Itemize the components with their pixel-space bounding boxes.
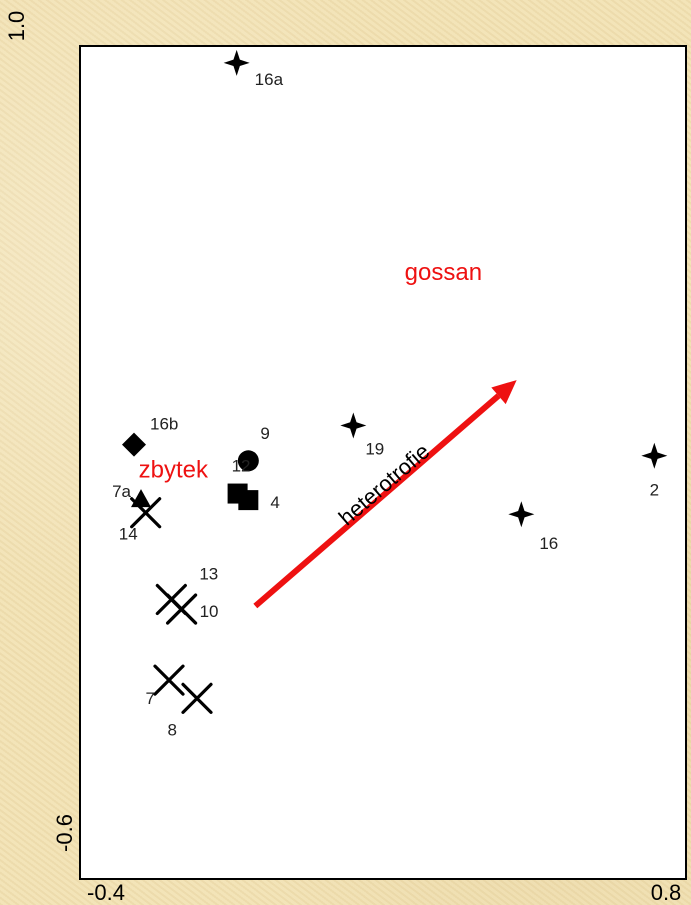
point-16-marker — [508, 501, 535, 528]
point-9-marker — [237, 450, 259, 472]
point-12-label: 12 — [232, 457, 251, 476]
point-16a-label: 16a — [255, 70, 284, 89]
point-7a-label: 7a — [112, 482, 131, 501]
point-7-marker — [153, 664, 185, 696]
point-4-label: 4 — [270, 493, 279, 512]
plot-area — [79, 45, 687, 880]
point-8-marker — [181, 682, 213, 714]
point-19-label: 19 — [365, 439, 384, 458]
point-2-label: 2 — [650, 481, 659, 500]
point-16b-marker — [122, 432, 146, 457]
point-16-label: 16 — [539, 534, 558, 553]
annotation-zbytek: zbytek — [139, 456, 209, 483]
point-4-marker — [238, 490, 259, 511]
y-tick-label-max: 1.0 — [4, 11, 29, 42]
x-tick-label-max: 0.8 — [651, 880, 682, 905]
point-19-marker — [340, 412, 367, 439]
point-14-marker — [130, 497, 162, 529]
annotation-gossan: gossan — [405, 259, 482, 286]
point-14-label: 14 — [119, 525, 138, 544]
point-10-marker — [166, 593, 198, 625]
point-2-marker — [641, 442, 668, 469]
x-tick-label-min: -0.4 — [87, 880, 125, 905]
point-9-label: 9 — [260, 424, 269, 443]
point-8-label: 8 — [168, 720, 177, 739]
y-tick-label-min: -0.6 — [52, 814, 77, 852]
vector-arrow-head — [491, 380, 517, 405]
point-10-label: 10 — [200, 602, 219, 621]
point-7-label: 7 — [146, 689, 155, 708]
point-13-label: 13 — [199, 564, 218, 583]
point-16a-marker — [223, 49, 250, 76]
point-16b-label: 16b — [150, 415, 178, 434]
vector-arrow-shaft — [253, 393, 501, 609]
